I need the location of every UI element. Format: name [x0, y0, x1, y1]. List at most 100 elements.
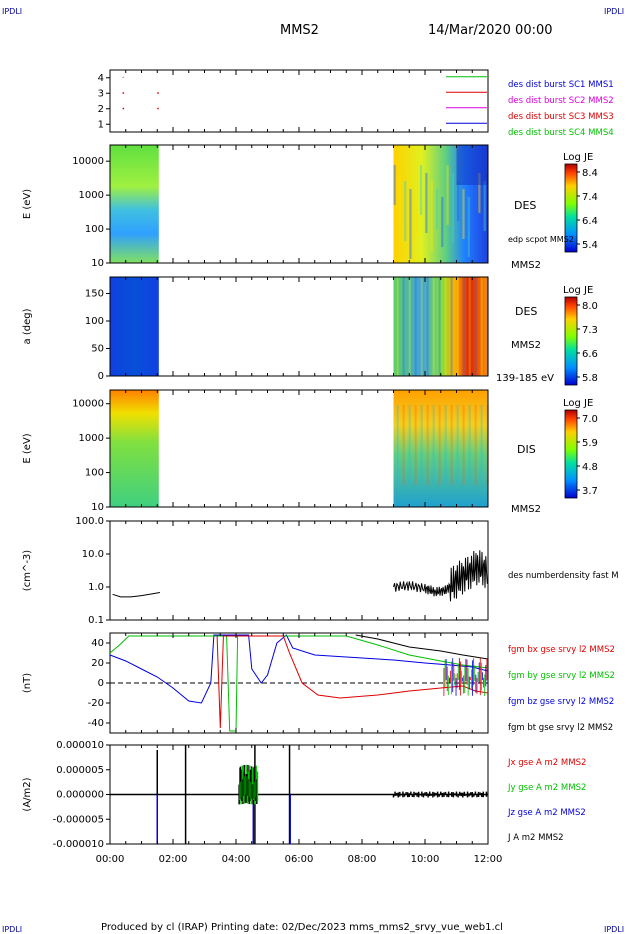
des-pitch-texture: [474, 277, 477, 376]
y-tick-label: -0.000010: [53, 839, 104, 850]
des-energy-texture: [441, 197, 444, 247]
dis-energy-texture: [444, 405, 447, 485]
corner-label-bottom-left: IPDLI: [2, 925, 22, 934]
y-tick-label: 1000: [79, 190, 104, 201]
bt-line: [355, 634, 489, 660]
colorbar-4: [564, 409, 578, 499]
colorbar-tick-label: 5.4: [582, 240, 598, 251]
y-tick-label: 0.1: [88, 615, 104, 626]
des-energy-texture: [425, 173, 428, 233]
bz-line: [109, 634, 489, 704]
y-tick-label: -0.000005: [53, 814, 104, 825]
des-pitch-texture: [408, 277, 411, 376]
burst-mark: [157, 107, 159, 110]
des-energy-texture: [457, 181, 460, 221]
dis-energy-texture: [426, 405, 429, 485]
colorbar-tick-label: 5.8: [582, 373, 598, 384]
burst-legend-label: des dist burst SC1 MMS1: [508, 80, 614, 90]
x-tick-label: 04:00: [222, 854, 251, 865]
des-pitch-texture: [420, 277, 423, 376]
dis-energy-texture: [474, 405, 477, 485]
des-energy-texture: [446, 165, 449, 225]
burst-mark: [122, 107, 125, 110]
des-pitch-texture: [456, 277, 459, 376]
des-energy-texture: [462, 189, 465, 239]
y-tick-label: 20: [91, 658, 104, 669]
y-axis-label: E (eV): [22, 189, 33, 219]
colorbar-tick-label: 8.0: [582, 301, 598, 312]
des-pitch-texture: [480, 277, 483, 376]
y-tick-label: 10000: [72, 156, 104, 167]
density-legend-label: des numberdensity fast M: [508, 571, 619, 581]
des-energy-texture: [456, 145, 488, 185]
dis-energy-texture: [450, 405, 453, 485]
panel-label-scpot: edp scpot MMS2: [508, 235, 574, 244]
y-tick-label: 3: [98, 88, 104, 99]
density-line-segment-2: [393, 550, 488, 602]
x-tick-label: 02:00: [159, 854, 188, 865]
des-energy-texture: [420, 165, 423, 215]
burst-mark: [122, 92, 125, 94]
des-energy-texture: [409, 189, 412, 259]
des-pitch-texture: [402, 277, 405, 376]
x-tick-label: 06:00: [285, 854, 314, 865]
des-energy-texture: [473, 165, 476, 235]
y-tick-label: 10.0: [82, 549, 104, 560]
burst-legend-label: des dist burst SC4 MMS4: [508, 128, 614, 138]
dis-energy-texture: [420, 405, 423, 485]
field-legend-label: fgm bz gse srvy l2 MMS2: [508, 697, 614, 707]
des-pitch-texture: [396, 277, 399, 376]
colorbar-title: Log JE: [563, 398, 593, 409]
burst-mark: [122, 76, 124, 78]
y-tick-label: 2: [98, 104, 104, 115]
panel-label-energy-range: 139-185 eV: [496, 373, 554, 384]
y-tick-label: 150: [85, 289, 104, 300]
y-tick-label: 100: [85, 224, 104, 235]
des-pitch-block-1: [110, 277, 159, 376]
dis-energy-texture: [396, 405, 399, 485]
y-tick-label: 40: [91, 638, 104, 649]
y-tick-label: 0: [98, 678, 104, 689]
corner-label-bottom-right: IPDLI: [604, 925, 624, 934]
density-line-segment-1: [112, 592, 160, 598]
des-energy-texture: [478, 173, 481, 213]
des-energy-texture: [414, 197, 417, 237]
current-legend-label: Jz gse A m2 MMS2: [507, 808, 586, 818]
des-energy-texture: [404, 181, 407, 241]
des-pitch-texture: [444, 277, 447, 376]
colorbar-tick-label: 6.4: [582, 216, 598, 227]
y-axis-label: (cm^-3): [22, 550, 33, 591]
panel-frame-5: [109, 520, 489, 621]
des-energy-texture: [451, 173, 454, 243]
field-legend-label: fgm bx gse srvy l2 MMS2: [508, 645, 615, 655]
des-pitch-texture: [426, 277, 429, 376]
y-tick-label: 10: [91, 258, 104, 269]
colorbar-tick-label: 6.6: [582, 349, 598, 360]
panel-frame-1: [109, 69, 489, 133]
y-axis-label: E (eV): [22, 433, 33, 463]
des-pitch-texture: [468, 277, 471, 376]
dis-energy-block-1: [110, 390, 159, 507]
burst-mark: [157, 92, 159, 94]
colorbar-tick-label: 7.3: [582, 325, 598, 336]
colorbar-title: Log JE: [563, 285, 593, 296]
y-axis-label: a (deg): [22, 308, 33, 344]
x-tick-label: 10:00: [411, 854, 440, 865]
dis-energy-texture: [480, 405, 483, 485]
panel-label-des: DES: [514, 199, 536, 212]
panel-label-des: DES: [515, 305, 537, 318]
x-tick-label: 08:00: [348, 854, 377, 865]
panel-label-mms2: MMS2: [511, 504, 541, 515]
y-tick-label: 10: [91, 502, 104, 513]
y-tick-label: -40: [88, 718, 104, 729]
dis-energy-texture: [456, 405, 459, 485]
dis-energy-texture: [402, 405, 405, 485]
x-tick-label: 12:00: [474, 854, 503, 865]
y-tick-label: 0: [98, 371, 104, 382]
y-tick-label: -20: [88, 698, 104, 709]
y-tick-label: 100: [85, 468, 104, 479]
y-axis-label: (nT): [22, 673, 33, 693]
dis-energy-texture: [468, 405, 471, 485]
current-legend-label: J A m2 MMS2: [507, 833, 564, 843]
